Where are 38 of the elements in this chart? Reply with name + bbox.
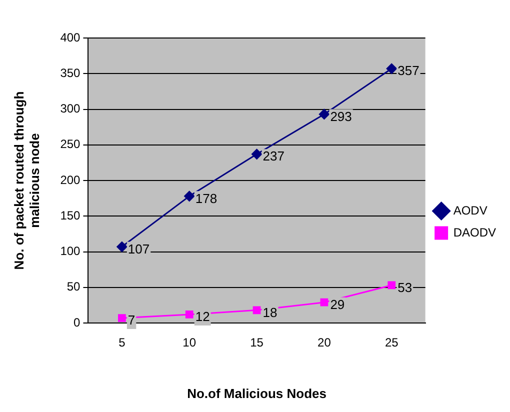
data-label: 12 — [195, 309, 210, 324]
data-label: 18 — [262, 304, 278, 320]
y-tick-label: 150 — [60, 208, 81, 222]
data-label: 293 — [330, 108, 352, 124]
y-axis-title: No. of packet routed through malicious node — [11, 91, 42, 270]
legend-label: DAODV — [453, 225, 496, 240]
data-label: 53 — [398, 280, 412, 295]
y-tick-label: 250 — [60, 137, 81, 152]
data-label: 178 — [195, 190, 218, 206]
data-label: 107 — [128, 241, 150, 256]
y-tick-label: 200 — [60, 172, 81, 187]
point — [185, 310, 194, 318]
point — [116, 242, 128, 252]
point — [320, 298, 328, 306]
point — [184, 190, 195, 202]
y-tick-label: 100 — [60, 244, 81, 258]
x-tick-label: 15 — [250, 336, 264, 350]
y-tick-label: 350 — [60, 66, 81, 80]
x-tick-label: 5 — [118, 336, 126, 350]
legend-label: AODV — [453, 203, 488, 218]
point — [318, 108, 330, 120]
data-label: 357 — [398, 63, 420, 78]
point — [252, 148, 262, 160]
y-tick-label: 400 — [60, 30, 81, 44]
point — [118, 314, 126, 322]
x-axis-title: No.of Malicious Nodes — [187, 386, 326, 401]
data-label: 237 — [262, 148, 284, 164]
point — [252, 306, 261, 314]
data-label: 7 — [128, 312, 136, 328]
y-tick-label: 0 — [74, 315, 81, 330]
x-tick-label: 10 — [182, 336, 196, 350]
point — [386, 63, 397, 74]
x-tick-label: 25 — [384, 336, 399, 350]
x-tick-label: 20 — [318, 336, 332, 350]
point — [388, 281, 396, 290]
y-tick-label: 50 — [66, 280, 81, 294]
y-tick-label: 300 — [60, 102, 81, 116]
data-label: 29 — [330, 296, 345, 312]
